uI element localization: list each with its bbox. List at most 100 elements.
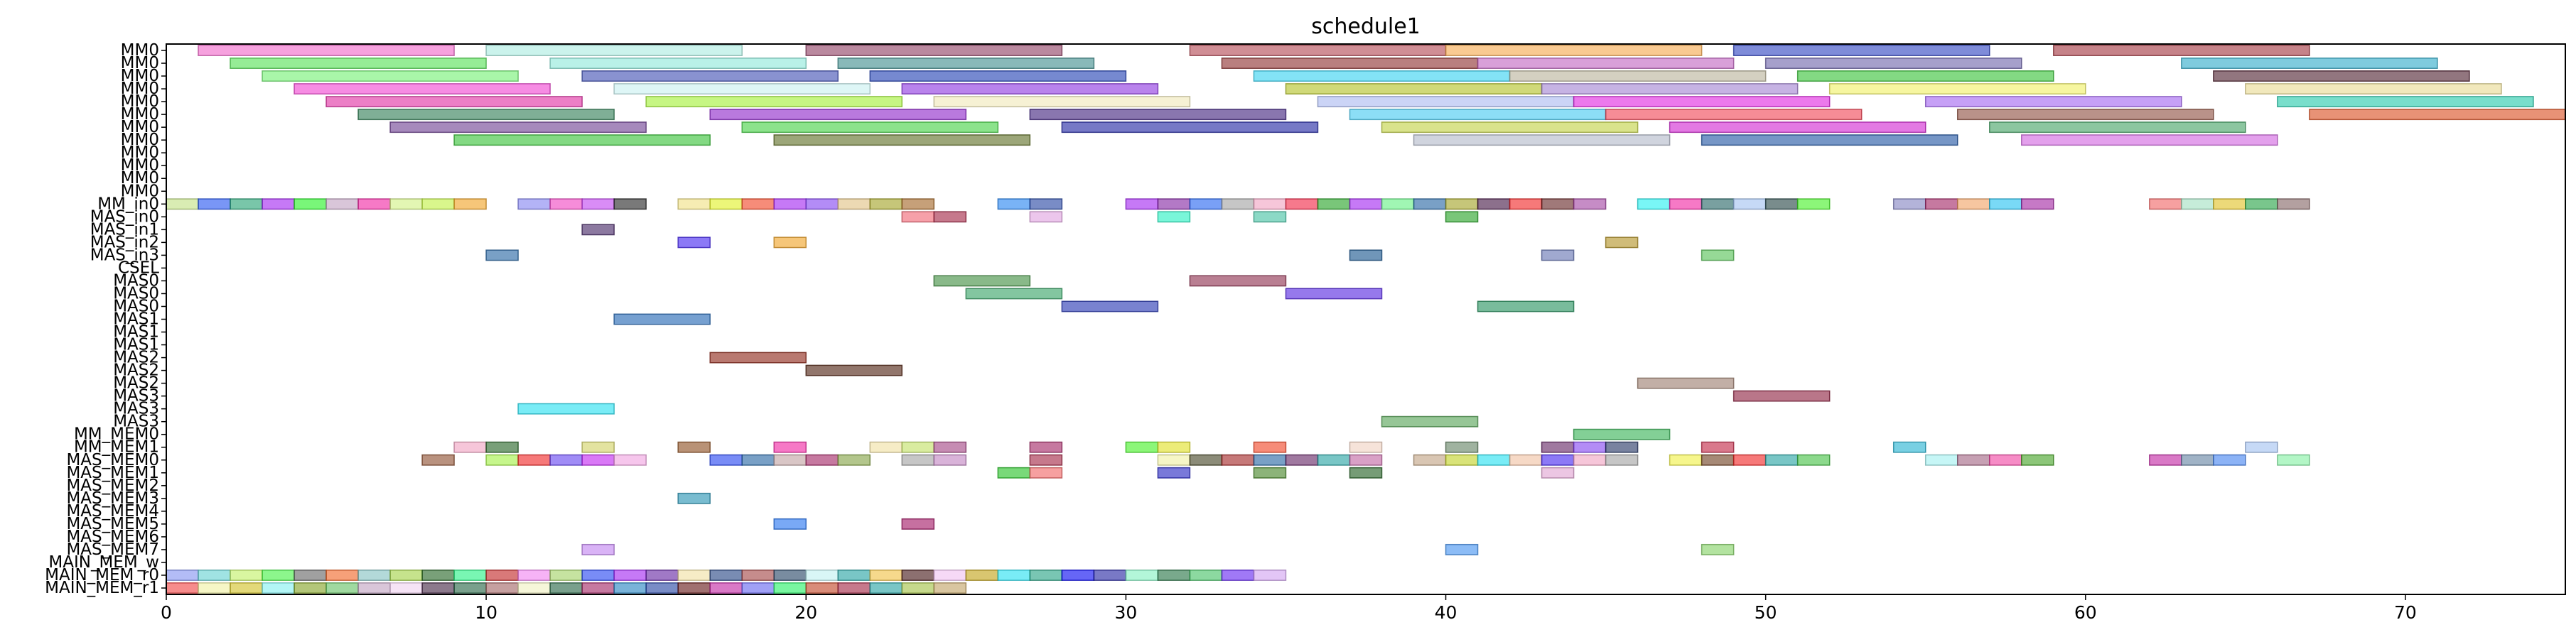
task-bar	[581, 582, 615, 594]
task-bar	[869, 441, 903, 453]
task-bar	[581, 198, 615, 210]
task-bar	[1253, 211, 1287, 223]
task-bar	[677, 570, 711, 581]
row-label: MM_in0	[97, 195, 159, 213]
task-bar	[1157, 211, 1191, 223]
task-bar	[1669, 198, 1703, 210]
row-label: MM0	[121, 92, 159, 111]
task-bar	[1732, 390, 1831, 402]
task-bar	[230, 198, 263, 210]
task-bar	[933, 275, 1031, 287]
task-bar	[901, 582, 935, 594]
task-bar	[1828, 83, 2086, 95]
task-bar	[1669, 121, 1926, 134]
task-bar	[1029, 198, 1063, 210]
task-bar	[1349, 441, 1383, 453]
task-bar	[901, 454, 935, 466]
task-bar	[1989, 198, 2022, 210]
task-bar	[1061, 570, 1095, 581]
row-label: MAS_MEM2	[66, 477, 159, 495]
task-bar	[1605, 109, 1863, 121]
task-bar	[1764, 198, 1799, 210]
task-bar	[1541, 467, 1575, 479]
task-bar	[389, 121, 647, 134]
task-bar	[198, 45, 455, 56]
task-bar	[1285, 454, 1319, 466]
task-bar	[1605, 454, 1639, 466]
task-bar	[1413, 454, 1447, 466]
task-bar	[1509, 198, 1543, 210]
task-bar	[1221, 454, 1255, 466]
x-tick-label: 30	[1114, 602, 1137, 623]
task-bar	[773, 570, 807, 581]
task-bar	[869, 582, 903, 594]
task-bar	[1637, 377, 1735, 389]
task-bar	[677, 441, 711, 453]
task-bar	[773, 582, 807, 594]
task-bar	[549, 198, 583, 210]
task-bar	[1125, 441, 1159, 453]
task-bar	[1701, 441, 1735, 453]
task-bar	[1381, 415, 1479, 428]
task-bar	[1796, 198, 1831, 210]
task-bar	[453, 570, 487, 581]
task-bar	[262, 70, 519, 82]
task-bar	[1157, 570, 1191, 581]
task-bar	[805, 45, 1063, 56]
row-labels: MM0MM0MM0MM0MM0MM0MM0MM0MM0MM0MM0MM0MM_i…	[45, 41, 166, 597]
task-bar	[1605, 441, 1639, 453]
task-bar	[581, 441, 615, 453]
task-bar	[2277, 198, 2310, 210]
task-bar	[677, 582, 711, 594]
task-bar	[1924, 198, 1958, 210]
task-bar	[997, 198, 1031, 210]
task-bar	[901, 83, 1159, 95]
x-tick-label: 60	[2074, 602, 2097, 623]
task-bar	[2021, 454, 2054, 466]
task-bar	[2277, 454, 2310, 466]
task-bar	[1892, 441, 1926, 453]
task-bar	[325, 570, 359, 581]
task-bar	[1189, 570, 1223, 581]
task-bar	[1509, 70, 1767, 82]
task-bar	[230, 570, 263, 581]
row-label: MAS_in0	[90, 207, 159, 226]
task-bar	[741, 582, 775, 594]
task-bar	[1605, 236, 1639, 249]
task-bar	[741, 570, 775, 581]
row-label: MAS_in2	[90, 233, 159, 251]
task-bar	[485, 570, 519, 581]
row-label: MM0	[121, 156, 159, 175]
task-bar	[1413, 198, 1447, 210]
x-tick-label: 40	[1435, 602, 1457, 623]
task-bar	[389, 198, 423, 210]
row-label: MAS0	[113, 284, 159, 303]
task-bar	[166, 582, 199, 594]
task-bar	[2309, 109, 2566, 121]
task-bar	[517, 403, 615, 415]
task-bar	[453, 441, 487, 453]
task-bar	[1956, 198, 1990, 210]
task-bar	[933, 96, 1191, 108]
row-label: MAS_MEM7	[66, 540, 159, 559]
task-bar	[709, 352, 807, 364]
task-bar	[1029, 467, 1063, 479]
task-bar	[613, 198, 647, 210]
task-bar	[741, 454, 775, 466]
task-bar	[1221, 570, 1255, 581]
task-bar	[709, 109, 967, 121]
x-tick-label: 0	[161, 602, 172, 623]
task-bar	[1764, 454, 1799, 466]
task-bar	[581, 543, 615, 555]
task-bar	[1285, 83, 1543, 95]
task-bar	[1701, 134, 1958, 146]
task-bar	[517, 198, 551, 210]
row-label: MM_MEM1	[74, 438, 159, 457]
task-bar	[357, 582, 391, 594]
task-bar	[1764, 58, 2022, 69]
task-bar	[1029, 570, 1063, 581]
task-bar	[613, 313, 711, 325]
task-bar	[421, 582, 455, 594]
task-bar	[1317, 454, 1351, 466]
task-bar	[709, 570, 743, 581]
